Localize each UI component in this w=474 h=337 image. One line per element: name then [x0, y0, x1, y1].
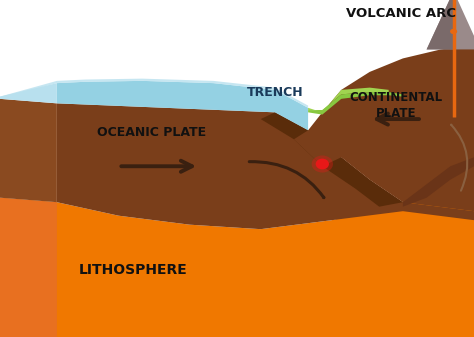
Text: CONTINENTAL
PLATE: CONTINENTAL PLATE [349, 91, 442, 120]
Polygon shape [261, 112, 403, 207]
FancyArrowPatch shape [249, 162, 324, 197]
Text: OCEANIC PLATE: OCEANIC PLATE [97, 126, 206, 139]
Polygon shape [308, 88, 389, 112]
Ellipse shape [450, 29, 457, 34]
Text: VOLCANIC ARC: VOLCANIC ARC [346, 7, 456, 20]
Polygon shape [403, 157, 474, 207]
Polygon shape [0, 198, 57, 337]
FancyArrowPatch shape [451, 125, 467, 191]
Polygon shape [0, 83, 57, 103]
Polygon shape [57, 81, 308, 130]
Polygon shape [308, 92, 403, 115]
Polygon shape [427, 0, 474, 50]
Text: LITHOSPHERE: LITHOSPHERE [78, 263, 187, 277]
Polygon shape [0, 99, 57, 202]
Ellipse shape [316, 159, 329, 170]
Polygon shape [294, 45, 474, 211]
Polygon shape [57, 103, 474, 229]
Polygon shape [0, 193, 474, 337]
Text: TRENCH: TRENCH [246, 86, 303, 99]
Ellipse shape [312, 155, 333, 173]
Polygon shape [0, 79, 308, 108]
Polygon shape [427, 0, 454, 50]
